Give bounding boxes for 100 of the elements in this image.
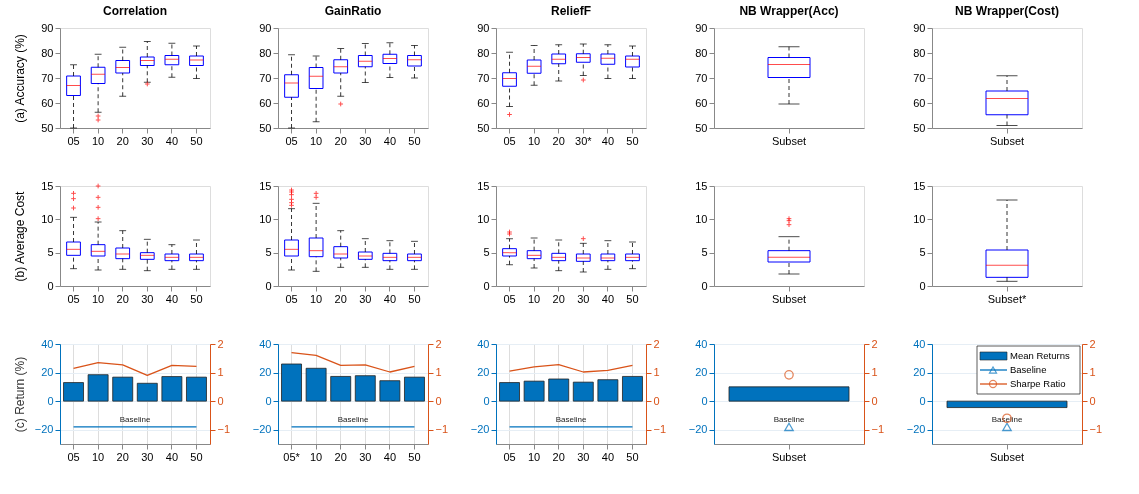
line-series [290,351,416,373]
line-series [72,361,198,377]
x-tick-label: 30 [577,292,590,305]
y-tick-label: 5 [701,246,708,259]
x-tick-label: 05 [503,450,516,463]
x-tick-label: 50 [626,450,639,463]
y-tick-label: 15 [695,179,708,192]
y2-tick-label: −1 [871,423,885,436]
x-tick-label: 50 [408,292,421,305]
x-tick-label: 10 [91,450,105,463]
x-tick-label: 20 [334,450,347,463]
y-tick-label: 50 [913,121,926,134]
y-tick-label: 5 [47,246,54,259]
y-tick-label: 80 [695,46,708,59]
y-tick-label: 15 [259,179,272,192]
bar [281,363,302,402]
bar [379,380,401,402]
y-tick-label: 0 [919,279,926,292]
x-tick-label: 20 [552,134,565,147]
y2-tick-label: 0 [435,394,442,407]
y-tick-label: −20 [688,423,708,436]
y-tick-label: 0 [47,394,54,407]
x-tick-label: 20 [552,450,565,463]
y-tick-label: 40 [695,337,708,350]
annotation: Baseline [991,414,1023,424]
y2-tick-label: 0 [1089,394,1096,407]
y-tick-label: 0 [701,279,708,292]
x-tick-label: 05 [503,292,516,305]
y-tick-label: 10 [695,212,708,225]
y-axis-title: (a) Accuracy (%) [12,34,27,123]
legend-label: Baseline [1010,364,1047,375]
x-tick-label: 40 [601,292,615,305]
y-tick-label: 90 [41,21,54,34]
x-tick-label: 50 [408,134,421,147]
x-tick-label: 20 [116,292,129,305]
bar [87,374,109,402]
x-tick-label: 30 [359,292,372,305]
x-tick-label: 50 [408,450,421,463]
y-tick-label: 50 [259,121,272,134]
y2-tick-label: 1 [435,366,442,379]
x-tick-label: 10 [527,450,541,463]
x-tick-label: 40 [383,292,397,305]
y2-tick-label: 0 [217,394,224,407]
y-tick-label: 0 [47,279,54,292]
x-tick-label: 05 [67,292,80,305]
x-tick-label: 10 [309,292,323,305]
y-tick-label: 70 [477,71,490,84]
y-tick-label: 40 [477,337,490,350]
annotation: Baseline [337,414,369,424]
y-tick-label: 90 [695,21,708,34]
x-tick-label: 30 [141,450,154,463]
y-tick-label: 60 [913,96,926,109]
y-tick-label: 5 [919,246,926,259]
y2-tick-label: 2 [871,337,878,350]
x-tick-label: 10 [309,134,323,147]
y-tick-label: 0 [919,394,926,407]
bar [161,376,183,402]
x-tick-label: 30 [577,450,590,463]
bar [186,376,207,402]
x-tick-label: 50 [626,292,639,305]
x-tick-label: 30 [141,292,154,305]
y-tick-label: 60 [695,96,708,109]
y-tick-label: 20 [695,366,708,379]
legend-label: Mean Returns [1010,350,1070,361]
x-tick-label: 30 [141,134,154,147]
y-tick-label: 0 [265,279,272,292]
x-tick-label: 05 [285,292,298,305]
y-tick-label: −20 [470,423,490,436]
y-tick-label: 90 [913,21,926,34]
y2-tick-label: 2 [217,337,224,350]
y-tick-label: 5 [265,246,272,259]
x-tick-label: 40 [165,134,179,147]
x-tick-label: 40 [165,292,179,305]
y-tick-label: −20 [34,423,54,436]
y-tick-label: 70 [695,71,708,84]
y2-tick-label: −1 [653,423,667,436]
y-tick-label: 50 [477,121,490,134]
x-tick-label: 05 [67,450,80,463]
y-tick-label: 60 [259,96,272,109]
y-axis-title: (b) Average Cost [12,190,27,282]
x-tick-label: Subset [989,134,1025,147]
x-tick-label: 05 [285,134,298,147]
y-tick-label: 70 [259,71,272,84]
y-tick-label: 10 [913,212,926,225]
x-tick-label: 20 [116,134,129,147]
chart-title: NB Wrapper(Cost) [955,4,1059,18]
x-tick-label: 50 [190,134,203,147]
x-tick-label: 05 [503,134,516,147]
y-tick-label: 20 [477,366,490,379]
x-tick-label: Subset [989,450,1025,463]
y-tick-label: 15 [41,179,54,192]
y-tick-label: 90 [259,21,272,34]
y2-tick-label: −1 [435,423,449,436]
bar [354,375,376,402]
x-tick-label: Subset* [987,292,1027,305]
annotation: Baseline [555,414,587,424]
x-tick-label: 05 [67,134,80,147]
bar [404,376,425,402]
bar [330,376,352,402]
x-tick-label: 10 [527,292,541,305]
